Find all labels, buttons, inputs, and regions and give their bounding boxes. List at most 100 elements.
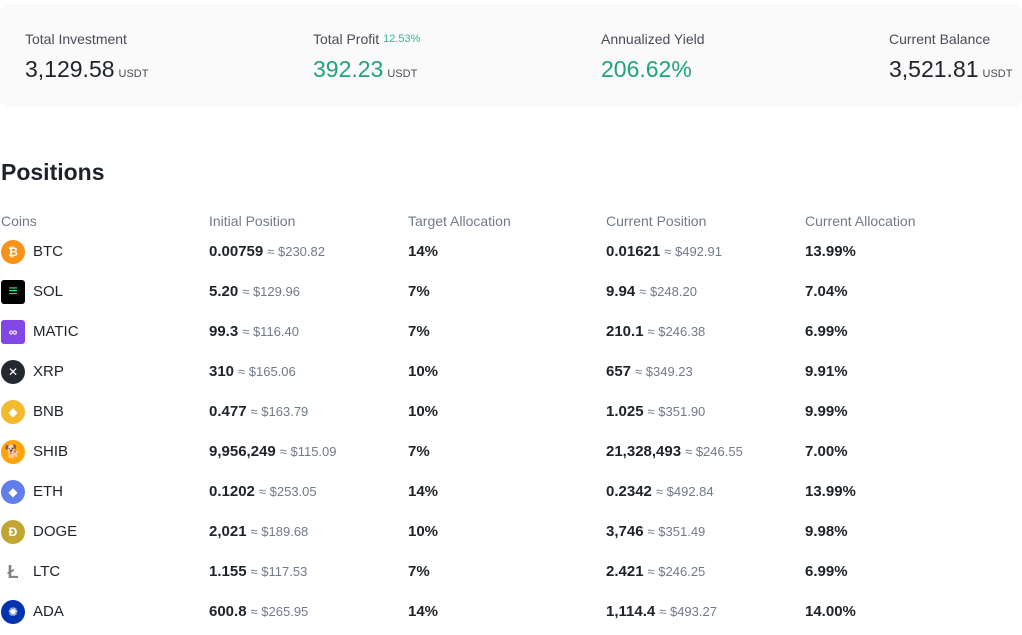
initial-usd-value: ≈ $265.95 bbox=[250, 604, 309, 619]
initial-position-cell: 1.155 ≈ $117.53 bbox=[209, 552, 307, 592]
table-row[interactable]: ◆ BNB 0.477 ≈ $163.79 10% 1.025 ≈ $351.90 … bbox=[0, 392, 1022, 432]
coin-name: XRP bbox=[33, 363, 64, 380]
current-amount: 657 bbox=[606, 363, 632, 380]
matic-icon: ∞ bbox=[1, 320, 25, 344]
initial-amount: 0.1202 bbox=[209, 483, 255, 500]
current-position-cell: 210.1 ≈ $246.38 bbox=[606, 312, 705, 352]
total-investment-unit: USDT bbox=[118, 68, 149, 80]
coin-name: SHIB bbox=[33, 443, 69, 460]
coin-name: DOGE bbox=[33, 523, 78, 540]
initial-usd-value: ≈ $189.68 bbox=[250, 524, 309, 539]
current-position-cell: 21,328,493 ≈ $246.55 bbox=[606, 432, 743, 472]
column-header-coins: Coins bbox=[1, 213, 37, 229]
xrp-icon: ✕ bbox=[1, 360, 25, 384]
coin-name: BNB bbox=[33, 403, 64, 420]
target-allocation-cell: 10% bbox=[408, 363, 439, 380]
coin-name: LTC bbox=[33, 563, 61, 580]
current-position-cell: 2.421 ≈ $246.25 bbox=[606, 552, 705, 592]
initial-usd-value: ≈ $129.96 bbox=[242, 284, 300, 299]
initial-position-cell: 310 ≈ $165.06 bbox=[209, 352, 296, 392]
initial-position-cell: 0.477 ≈ $163.79 bbox=[209, 392, 308, 432]
current-usd-value: ≈ $246.55 bbox=[685, 444, 743, 459]
positions-table: Coins Initial Position Target Allocation… bbox=[0, 210, 1022, 632]
annualized-yield-value: 206.62% bbox=[601, 56, 692, 82]
positions-table-header: Coins Initial Position Target Allocation… bbox=[0, 210, 1022, 232]
current-allocation-cell: 6.99% bbox=[805, 563, 848, 580]
coin-name: ETH bbox=[33, 483, 63, 500]
btc-icon: ₿ bbox=[1, 240, 25, 264]
current-amount: 3,746 bbox=[606, 523, 644, 540]
summary-panel: Total Investment 3,129.58 USDT Total Prof… bbox=[0, 4, 1022, 107]
table-row[interactable]: Ð DOGE 2,021 ≈ $189.68 10% 3,746 ≈ $351.49… bbox=[0, 512, 1022, 552]
current-usd-value: ≈ $246.25 bbox=[647, 564, 706, 579]
current-position-cell: 0.01621 ≈ $492.91 bbox=[606, 232, 722, 272]
target-allocation-cell: 7% bbox=[408, 443, 430, 460]
table-row[interactable]: ✺ ADA 600.8 ≈ $265.95 14% 1,114.4 ≈ $493.2… bbox=[0, 592, 1022, 632]
current-position-cell: 3,746 ≈ $351.49 bbox=[606, 512, 705, 552]
column-header-target-allocation: Target Allocation bbox=[408, 213, 511, 229]
target-allocation-cell: 10% bbox=[408, 403, 439, 420]
initial-usd-value: ≈ $165.06 bbox=[238, 364, 296, 379]
current-amount: 0.2342 bbox=[606, 483, 652, 500]
coin-name: SOL bbox=[33, 283, 64, 300]
target-allocation-cell: 14% bbox=[408, 603, 439, 620]
initial-usd-value: ≈ $115.09 bbox=[279, 444, 337, 459]
initial-position-cell: 9,956,249 ≈ $115.09 bbox=[209, 432, 337, 472]
total-investment-label: Total Investment bbox=[25, 31, 127, 47]
table-row[interactable]: ₿ BTC 0.00759 ≈ $230.82 14% 0.01621 ≈ $492… bbox=[0, 232, 1022, 272]
table-row[interactable]: ✕ XRP 310 ≈ $165.06 10% 657 ≈ $349.23 9.91… bbox=[0, 352, 1022, 392]
current-usd-value: ≈ $492.91 bbox=[664, 244, 722, 259]
ada-icon: ✺ bbox=[1, 600, 25, 624]
column-header-initial-position: Initial Position bbox=[209, 213, 296, 229]
initial-amount: 0.00759 bbox=[209, 243, 264, 260]
table-row[interactable]: ◆ ETH 0.1202 ≈ $253.05 14% 0.2342 ≈ $492.8… bbox=[0, 472, 1022, 512]
current-position-cell: 657 ≈ $349.23 bbox=[606, 352, 693, 392]
initial-position-cell: 0.00759 ≈ $230.82 bbox=[209, 232, 325, 272]
initial-usd-value: ≈ $117.53 bbox=[250, 564, 308, 579]
initial-amount: 1.155 bbox=[209, 563, 247, 580]
table-row[interactable]: 🐕 SHIB 9,956,249 ≈ $115.09 7% 21,328,493 ≈… bbox=[0, 432, 1022, 472]
initial-usd-value: ≈ $116.40 bbox=[242, 324, 299, 339]
current-amount: 9.94 bbox=[606, 283, 636, 300]
initial-usd-value: ≈ $230.82 bbox=[267, 244, 325, 259]
initial-amount: 310 bbox=[209, 363, 235, 380]
current-amount: 210.1 bbox=[606, 323, 644, 340]
target-allocation-cell: 7% bbox=[408, 323, 430, 340]
table-row[interactable]: Ł LTC 1.155 ≈ $117.53 7% 2.421 ≈ $246.25 6… bbox=[0, 552, 1022, 592]
current-allocation-cell: 6.99% bbox=[805, 323, 848, 340]
total-profit-value: 392.23 bbox=[313, 56, 384, 82]
current-amount: 0.01621 bbox=[606, 243, 661, 260]
current-position-cell: 9.94 ≈ $248.20 bbox=[606, 272, 697, 312]
current-usd-value: ≈ $349.23 bbox=[635, 364, 693, 379]
current-usd-value: ≈ $493.27 bbox=[659, 604, 717, 619]
initial-usd-value: ≈ $253.05 bbox=[258, 484, 317, 499]
total-investment-value: 3,129.58 bbox=[25, 56, 115, 82]
column-header-current-position: Current Position bbox=[606, 213, 707, 229]
current-position-cell: 1.025 ≈ $351.90 bbox=[606, 392, 705, 432]
positions-title: Positions bbox=[1, 159, 105, 185]
target-allocation-cell: 14% bbox=[408, 243, 439, 260]
annualized-yield-stat: Annualized Yield 206.62% bbox=[601, 30, 705, 87]
current-usd-value: ≈ $492.84 bbox=[655, 484, 714, 499]
total-investment-stat: Total Investment 3,129.58 USDT bbox=[25, 30, 148, 88]
current-allocation-cell: 14.00% bbox=[805, 603, 856, 620]
annualized-yield-label: Annualized Yield bbox=[601, 31, 705, 47]
table-row[interactable]: ∞ MATIC 99.3 ≈ $116.40 7% 210.1 ≈ $246.38 … bbox=[0, 312, 1022, 352]
initial-amount: 99.3 bbox=[209, 323, 239, 340]
current-allocation-cell: 13.99% bbox=[805, 483, 856, 500]
initial-amount: 9,956,249 bbox=[209, 443, 276, 460]
initial-position-cell: 600.8 ≈ $265.95 bbox=[209, 592, 308, 632]
initial-amount: 600.8 bbox=[209, 603, 247, 620]
current-allocation-cell: 13.99% bbox=[805, 243, 856, 260]
eth-icon: ◆ bbox=[1, 480, 25, 504]
current-amount: 21,328,493 bbox=[606, 443, 682, 460]
target-allocation-cell: 7% bbox=[408, 283, 430, 300]
ltc-icon: Ł bbox=[7, 562, 19, 582]
bnb-icon: ◆ bbox=[1, 400, 25, 424]
current-allocation-cell: 7.00% bbox=[805, 443, 848, 460]
table-row[interactable]: ≡ SOL 5.20 ≈ $129.96 7% 9.94 ≈ $248.20 7.0… bbox=[0, 272, 1022, 312]
current-usd-value: ≈ $351.90 bbox=[647, 404, 706, 419]
total-profit-label: Total Profit bbox=[313, 31, 380, 47]
current-position-cell: 0.2342 ≈ $492.84 bbox=[606, 472, 714, 512]
total-profit-stat: Total Profit 12.53% 392.23 USDT bbox=[313, 30, 420, 88]
